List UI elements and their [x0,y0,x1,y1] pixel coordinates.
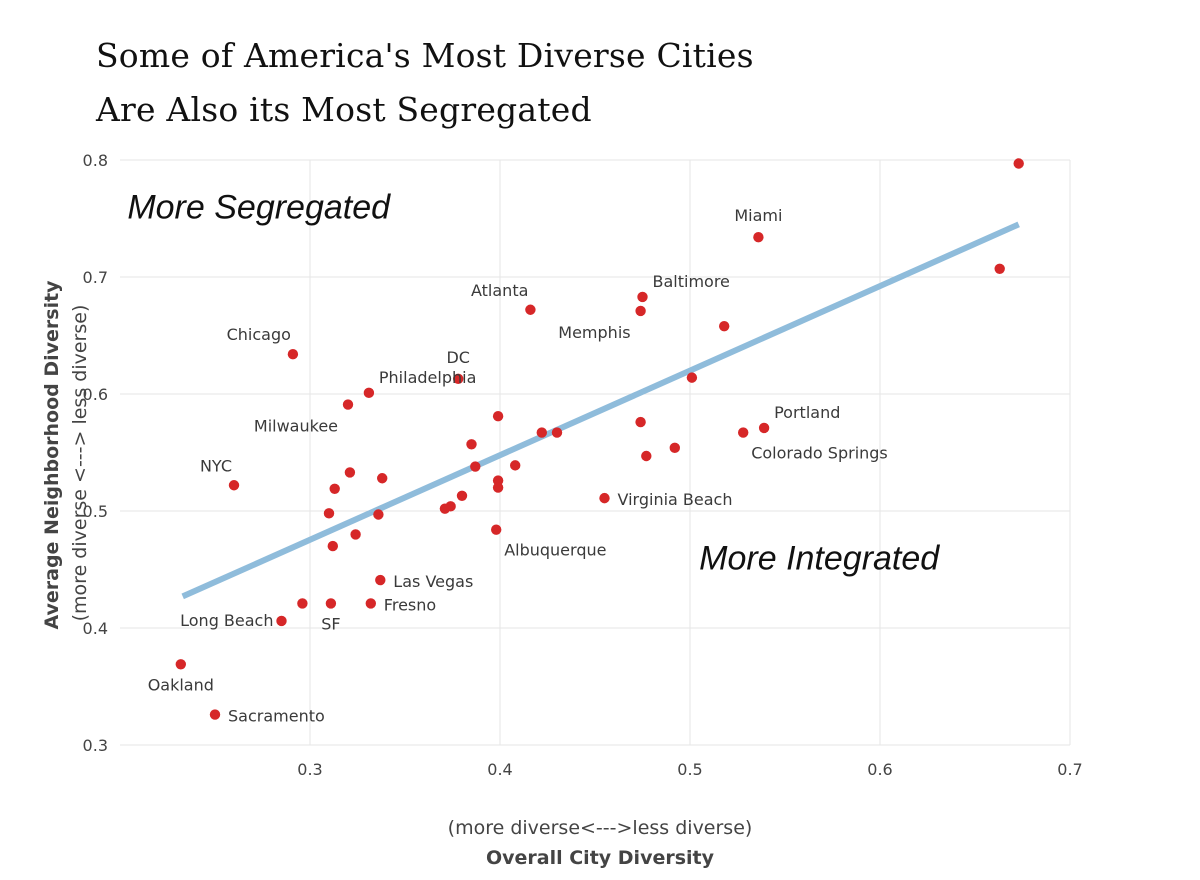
data-point [635,416,646,428]
point-label: Oakland [148,675,214,694]
data-point [373,509,384,520]
data-point [363,387,375,399]
point-label: Albuquerque [504,541,606,560]
data-point [323,508,335,519]
data-point [1013,158,1024,169]
point-label: SF [321,614,340,633]
chart-title-line-2: Are Also its Most Segregated [96,90,592,129]
point-labels-layer: Miami Baltimore Atlanta Memphis Chicago DCPhi… [148,206,888,725]
y-tick-label: 0.4 [83,619,108,638]
x-tick-label: 0.3 [297,760,322,779]
points-layer [175,158,1024,720]
point-label: Las Vegas [393,572,473,591]
data-point [377,473,388,484]
point-label: Virginia Beach [618,490,733,509]
y-tick-label: 0.6 [83,385,108,404]
data-point [758,422,770,434]
y-tick-label: 0.7 [83,268,108,287]
data-point [719,320,730,332]
data-point [599,492,610,504]
data-point [344,467,356,478]
data-point [510,460,521,471]
point-label: Atlanta [471,281,528,300]
chart-title-line-1: Some of America's Most Diverse Cities [96,36,754,75]
y-tick-label: 0.5 [83,502,108,521]
data-point [365,598,376,609]
data-point [635,305,646,317]
data-point [325,598,337,609]
data-point [669,442,680,454]
data-point [175,659,186,670]
point-label: Portland [774,403,840,422]
data-point [994,263,1005,275]
data-point [439,503,451,514]
point-label: Fresno [384,595,436,614]
annotation-label: More Segregated [127,189,391,227]
x-tick-label: 0.4 [487,760,512,779]
data-point [276,615,287,627]
x-tick-label: 0.7 [1057,760,1082,779]
data-point [492,411,504,422]
data-point [738,427,749,438]
data-point [350,529,361,540]
grid [120,159,1071,746]
data-point [686,372,698,383]
trendline [181,221,1020,600]
y-axis-subtitle: (more diverse <---> less diverse) [69,305,91,622]
y-axis-title: Average Neighborhood Diversity [41,280,63,630]
data-point [228,480,240,491]
data-point [209,709,221,720]
data-point [536,427,547,438]
x-tick-label: 0.5 [677,760,702,779]
data-point [453,373,464,384]
data-point [327,540,338,552]
point-label: NYC [200,456,232,475]
x-axis-subtitle: (more diverse<--->less diverse) [448,817,753,839]
point-label: Miami [734,206,782,225]
data-point [329,483,340,494]
point-label: Long Beach [180,611,273,630]
y-tick-label: 0.8 [83,151,108,170]
data-point [525,304,536,315]
data-point [491,524,502,535]
point-label: Memphis [558,323,630,342]
x-tick-label: 0.6 [867,760,892,779]
data-point [641,450,652,462]
data-point [342,399,354,410]
data-point [456,490,468,501]
data-point [551,427,563,438]
data-point [637,291,648,303]
point-label: Sacramento [228,707,325,726]
data-point [492,482,504,493]
data-point [287,349,299,360]
data-point [297,598,308,609]
point-label: Colorado Springs [751,444,888,463]
x-axis-title: Overall City Diversity [486,847,715,869]
data-point [470,461,481,472]
annotation-label: More Integrated [699,540,940,578]
y-tick-label: 0.3 [83,736,108,755]
annotations-layer: More Segregated More Integrated [127,189,940,578]
trendline-layer [181,221,1020,600]
point-label: Philadelphia [379,368,476,387]
point-label: Chicago [227,325,291,344]
ticks-layer: 0.3 0.4 0.5 0.6 0.7 0.3 0.4 0.5 0.6 0.7 0.8 [83,151,1083,779]
point-label: Milwaukee [254,417,338,436]
data-point [375,574,386,586]
data-point [753,232,764,243]
point-label: Baltimore [653,272,730,291]
data-point [466,439,477,450]
point-label: DC [446,348,470,367]
